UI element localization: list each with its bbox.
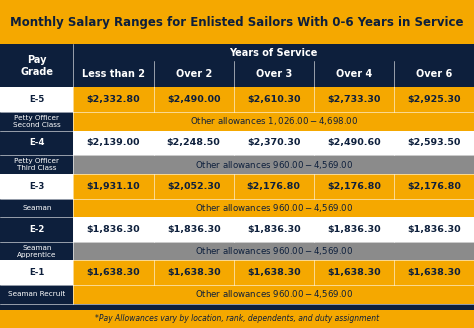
FancyBboxPatch shape (73, 131, 154, 155)
FancyBboxPatch shape (73, 61, 154, 87)
Text: $1,836.30: $1,836.30 (327, 225, 381, 234)
FancyBboxPatch shape (154, 174, 234, 199)
Text: Over 6: Over 6 (416, 69, 452, 79)
FancyBboxPatch shape (73, 199, 474, 217)
Text: $1,931.10: $1,931.10 (87, 182, 140, 191)
FancyBboxPatch shape (234, 131, 314, 155)
Text: Over 3: Over 3 (255, 69, 292, 79)
FancyBboxPatch shape (0, 199, 73, 217)
FancyBboxPatch shape (154, 61, 234, 87)
Text: E-1: E-1 (29, 268, 45, 277)
FancyBboxPatch shape (314, 174, 394, 199)
FancyBboxPatch shape (394, 260, 474, 285)
FancyBboxPatch shape (234, 217, 314, 242)
Text: $1,836.30: $1,836.30 (87, 225, 140, 234)
FancyBboxPatch shape (0, 112, 73, 131)
FancyBboxPatch shape (154, 131, 234, 155)
Text: $2,176.80: $2,176.80 (327, 182, 381, 191)
FancyBboxPatch shape (0, 0, 474, 44)
FancyBboxPatch shape (0, 285, 73, 303)
FancyBboxPatch shape (0, 260, 73, 285)
FancyBboxPatch shape (73, 174, 154, 199)
Text: Other allowances $1,026.00 - $4,698.00: Other allowances $1,026.00 - $4,698.00 (190, 115, 358, 127)
Text: Seaman Recruit: Seaman Recruit (8, 291, 65, 297)
Text: E-4: E-4 (29, 138, 45, 148)
Text: Years of Service: Years of Service (229, 48, 318, 58)
FancyBboxPatch shape (73, 155, 474, 174)
Text: $2,176.80: $2,176.80 (247, 182, 301, 191)
Text: $1,638.30: $1,638.30 (167, 268, 220, 277)
Text: $2,139.00: $2,139.00 (87, 138, 140, 148)
FancyBboxPatch shape (234, 61, 314, 87)
Text: $1,638.30: $1,638.30 (247, 268, 301, 277)
FancyBboxPatch shape (154, 87, 234, 112)
FancyBboxPatch shape (73, 87, 154, 112)
FancyBboxPatch shape (73, 217, 154, 242)
Text: $2,925.30: $2,925.30 (407, 95, 461, 104)
FancyBboxPatch shape (0, 131, 73, 155)
Text: Over 2: Over 2 (175, 69, 212, 79)
Text: Petty Officer
Second Class: Petty Officer Second Class (13, 115, 61, 128)
FancyBboxPatch shape (394, 174, 474, 199)
FancyBboxPatch shape (234, 87, 314, 112)
FancyBboxPatch shape (314, 260, 394, 285)
FancyBboxPatch shape (154, 260, 234, 285)
Text: Petty Officer
Third Class: Petty Officer Third Class (14, 158, 59, 171)
FancyBboxPatch shape (314, 217, 394, 242)
FancyBboxPatch shape (314, 131, 394, 155)
Text: E-3: E-3 (29, 182, 45, 191)
Text: Less than 2: Less than 2 (82, 69, 145, 79)
Text: $1,836.30: $1,836.30 (167, 225, 220, 234)
Text: Over 4: Over 4 (336, 69, 372, 79)
FancyBboxPatch shape (0, 155, 73, 174)
Text: Seaman
Apprentice: Seaman Apprentice (17, 245, 56, 257)
Text: $1,638.30: $1,638.30 (87, 268, 140, 277)
Text: $1,836.30: $1,836.30 (247, 225, 301, 234)
Text: $2,176.80: $2,176.80 (407, 182, 461, 191)
Text: Monthly Salary Ranges for Enlisted Sailors With 0-6 Years in Service: Monthly Salary Ranges for Enlisted Sailo… (10, 16, 464, 29)
FancyBboxPatch shape (314, 61, 394, 87)
FancyBboxPatch shape (73, 285, 474, 303)
FancyBboxPatch shape (314, 87, 394, 112)
FancyBboxPatch shape (73, 242, 474, 260)
FancyBboxPatch shape (234, 260, 314, 285)
Text: $2,733.30: $2,733.30 (327, 95, 381, 104)
Text: $1,638.30: $1,638.30 (407, 268, 461, 277)
Text: $2,370.30: $2,370.30 (247, 138, 301, 148)
FancyBboxPatch shape (0, 87, 73, 112)
Text: E-2: E-2 (29, 225, 45, 234)
Text: $2,248.50: $2,248.50 (167, 138, 220, 148)
FancyBboxPatch shape (0, 44, 474, 310)
FancyBboxPatch shape (73, 44, 474, 61)
FancyBboxPatch shape (73, 260, 154, 285)
Text: *Pay Allowances vary by location, rank, dependents, and duty assignment: *Pay Allowances vary by location, rank, … (95, 315, 379, 323)
Text: $2,490.60: $2,490.60 (327, 138, 381, 148)
FancyBboxPatch shape (394, 217, 474, 242)
FancyBboxPatch shape (73, 112, 474, 131)
Text: $2,490.00: $2,490.00 (167, 95, 220, 104)
Text: Other allowances $960.00 - $4,569.00: Other allowances $960.00 - $4,569.00 (195, 245, 353, 257)
Text: $1,836.30: $1,836.30 (407, 225, 461, 234)
FancyBboxPatch shape (394, 131, 474, 155)
FancyBboxPatch shape (234, 174, 314, 199)
Text: $2,610.30: $2,610.30 (247, 95, 301, 104)
FancyBboxPatch shape (394, 61, 474, 87)
Text: E-5: E-5 (29, 95, 45, 104)
Text: $2,593.50: $2,593.50 (407, 138, 461, 148)
Text: $2,052.30: $2,052.30 (167, 182, 220, 191)
FancyBboxPatch shape (0, 44, 73, 87)
Text: Seaman: Seaman (22, 205, 51, 211)
Text: Other allowances $960.00 - $4,569.00: Other allowances $960.00 - $4,569.00 (195, 202, 353, 214)
FancyBboxPatch shape (154, 217, 234, 242)
FancyBboxPatch shape (394, 87, 474, 112)
Text: Pay
Grade: Pay Grade (20, 54, 53, 77)
Text: Other allowances $960.00 - $4,569.00: Other allowances $960.00 - $4,569.00 (195, 158, 353, 171)
Text: $2,332.80: $2,332.80 (87, 95, 140, 104)
Text: $1,638.30: $1,638.30 (327, 268, 381, 277)
FancyBboxPatch shape (0, 242, 73, 260)
FancyBboxPatch shape (0, 174, 73, 199)
FancyBboxPatch shape (0, 217, 73, 242)
Text: Other allowances $960.00 - $4,569.00: Other allowances $960.00 - $4,569.00 (195, 288, 353, 300)
